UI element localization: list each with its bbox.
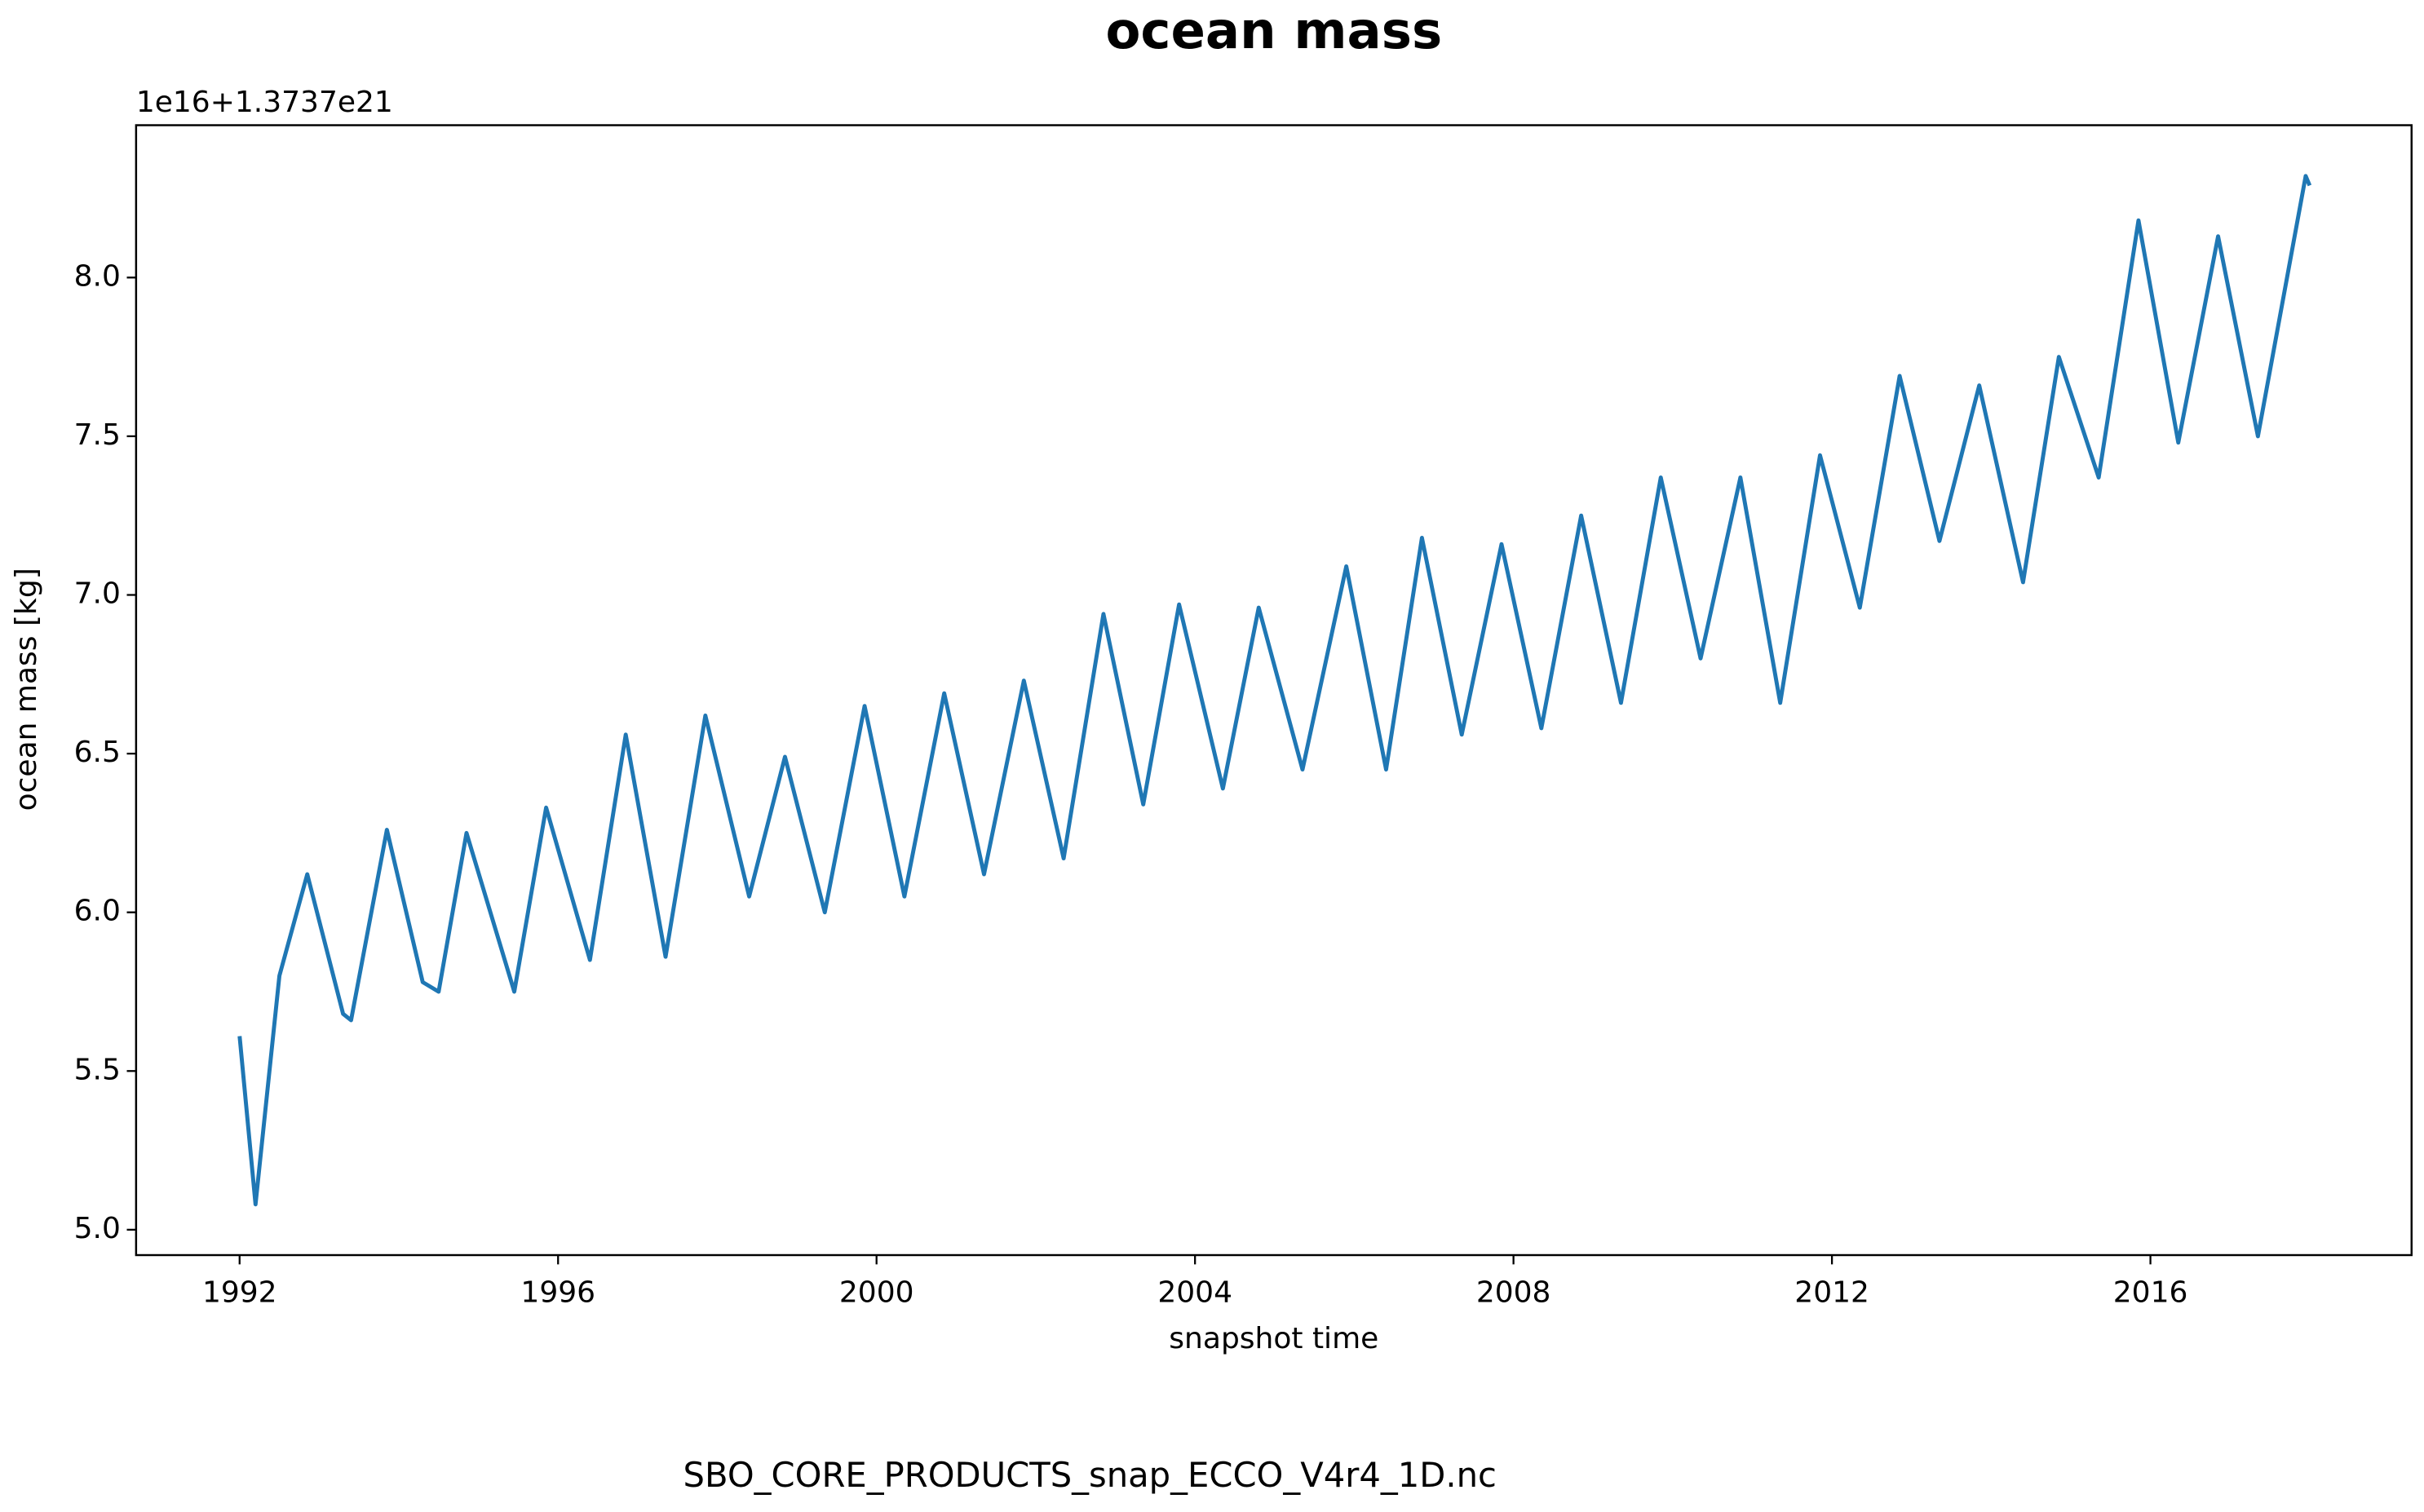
x-axis-label: snapshot time xyxy=(1169,1322,1378,1355)
x-tick-label: 2008 xyxy=(1476,1275,1551,1309)
y-tick-label: 6.0 xyxy=(74,895,121,928)
y-tick-label: 5.5 xyxy=(74,1053,121,1086)
chart-title: ocean mass xyxy=(1105,1,1442,60)
x-tick-label: 1992 xyxy=(202,1275,277,1309)
y-tick-label: 6.5 xyxy=(74,736,121,769)
footer: SBO_CORE_PRODUCTS_snap_ECCO_V4r4_1D.nc xyxy=(683,1455,1497,1495)
y-tick-label: 5.0 xyxy=(74,1212,121,1245)
y-tick-label: 7.0 xyxy=(74,577,121,611)
x-tick-label: 2004 xyxy=(1157,1275,1232,1309)
x-tick-label: 2012 xyxy=(1794,1275,1869,1309)
y-offset-label: 1e16+1.3737e21 xyxy=(136,86,393,119)
plot-frame xyxy=(135,124,2413,1257)
x-tick-label: 2000 xyxy=(839,1275,914,1309)
y-axis-label: ocean mass [kg] xyxy=(10,568,43,811)
x-tick-label: 1996 xyxy=(520,1275,595,1309)
y-tick-label: 7.5 xyxy=(74,418,121,452)
x-tick-label: 2016 xyxy=(2113,1275,2188,1309)
data-line xyxy=(237,174,2312,1207)
y-tick-label: 8.0 xyxy=(74,259,121,293)
